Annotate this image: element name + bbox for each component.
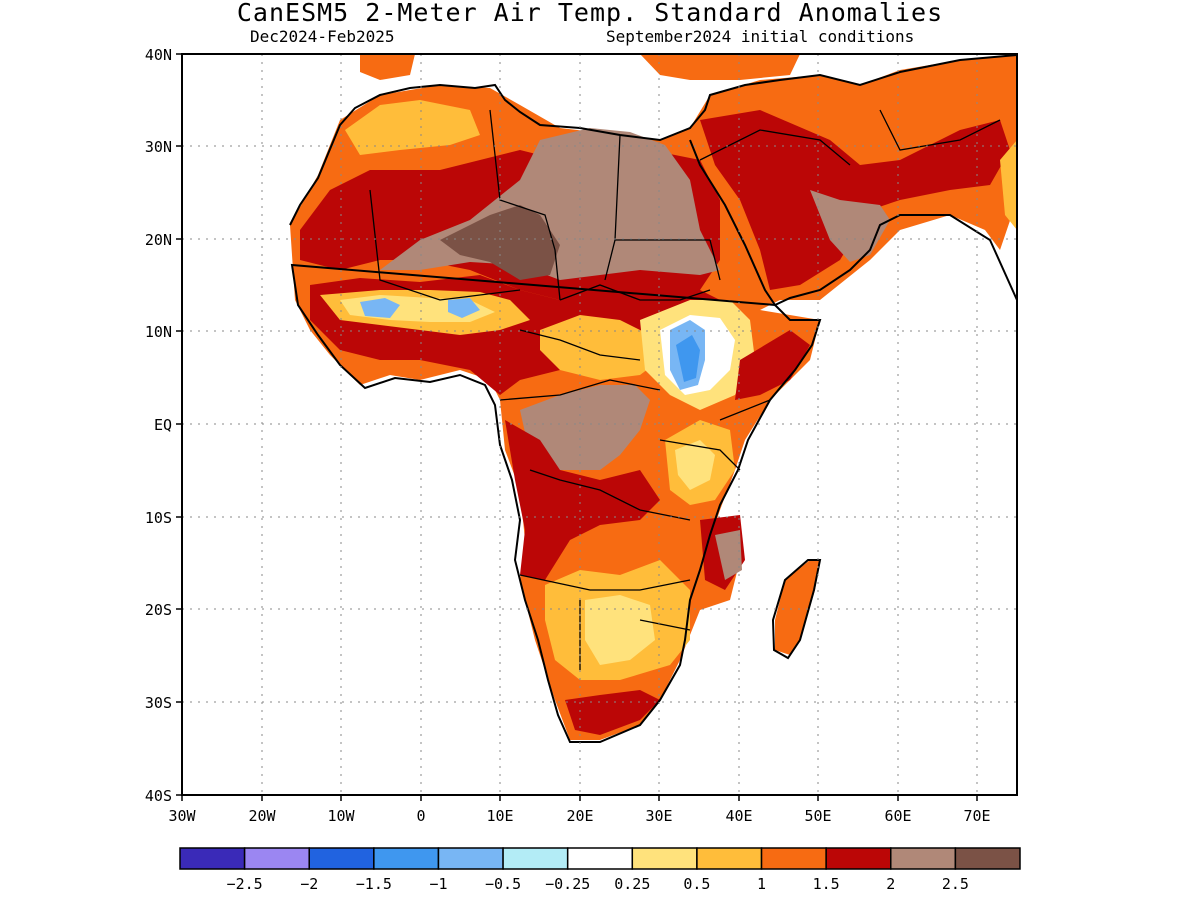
lat-lon-grid <box>182 54 1017 795</box>
madagascar-anomaly <box>775 560 820 655</box>
colorbar-swatch <box>566 847 634 870</box>
congo-anomaly-2p5 <box>520 385 650 470</box>
europe-anomaly <box>360 54 415 80</box>
colorbar-label: 2.5 <box>942 875 969 893</box>
mozambique-anomaly-2p5 <box>715 530 742 580</box>
lon-tick-label: 30W <box>168 807 196 825</box>
colorbar-swatch <box>308 847 375 870</box>
lat-tick-label: EQ <box>154 416 172 434</box>
morocco-anomaly-1 <box>345 100 480 155</box>
colorbar-label: 0.5 <box>683 875 710 893</box>
map-field <box>290 54 1017 740</box>
lon-tick-label: 60E <box>884 807 911 825</box>
southern-anomaly-0p5 <box>585 595 655 665</box>
sahara-anomaly-max <box>440 205 560 280</box>
colorbar-label: −1.5 <box>356 875 392 893</box>
lon-tick-label: 70E <box>963 807 990 825</box>
longitude-labels: 30W 20W 10W 0 10E 20E 30E 40E 50E 60E 70E <box>168 807 990 825</box>
colorbar-swatch <box>696 847 763 870</box>
lat-tick-label: 10N <box>145 323 172 341</box>
colorbar-label: 2 <box>886 875 895 893</box>
forecast-period: Dec2024-Feb2025 <box>250 27 395 46</box>
colorbar-label: −1 <box>429 875 447 893</box>
axis-ticks <box>176 53 978 801</box>
colorbar-label: 1 <box>757 875 766 893</box>
kenya-anomaly-0p5 <box>675 440 715 490</box>
turkey-anomaly <box>640 54 800 80</box>
lat-tick-label: 40N <box>145 46 172 64</box>
colorbar-swatch <box>373 847 440 870</box>
colorbar-swatch <box>890 847 957 870</box>
arabia-anomaly-2p5 <box>810 190 890 262</box>
lon-tick-label: 20E <box>566 807 593 825</box>
colorbar-swatch <box>954 847 1021 870</box>
lon-tick-label: 0 <box>416 807 425 825</box>
colorbar-label: 0.25 <box>614 875 650 893</box>
latitude-labels: 40N 30N 20N 10N EQ 10S 20S 30S 40S <box>145 46 172 805</box>
lon-tick-label: 40E <box>725 807 752 825</box>
mideast-anomaly-2 <box>700 110 1010 290</box>
lat-tick-label: 20S <box>145 601 172 619</box>
east-africa-cold-2 <box>676 335 700 382</box>
west-africa-cold <box>360 298 400 318</box>
nigeria-cold <box>448 298 480 318</box>
colorbar-swatch <box>631 847 698 870</box>
initial-conditions: September2024 initial conditions <box>606 27 915 46</box>
colorbar-swatch <box>243 847 310 870</box>
horn-anomaly-2 <box>735 330 810 400</box>
colorbar-label: −0.5 <box>485 875 521 893</box>
lat-tick-label: 40S <box>145 787 172 805</box>
coastline <box>289 54 1017 743</box>
lon-tick-label: 10W <box>327 807 355 825</box>
colorbar-label: −2.5 <box>227 875 263 893</box>
lat-tick-label: 20N <box>145 231 172 249</box>
lat-tick-label: 10S <box>145 509 172 527</box>
colorbar-label: 1.5 <box>813 875 840 893</box>
country-borders <box>369 109 1001 670</box>
colorbar-swatch <box>502 847 569 870</box>
horn-tip-1 <box>1000 140 1017 230</box>
lat-tick-label: 30S <box>145 694 172 712</box>
colorbar-label: −2 <box>300 875 318 893</box>
colorbar-swatch <box>179 847 246 870</box>
colorbar-label: −0.25 <box>545 875 590 893</box>
angola-anomaly-2 <box>505 420 660 580</box>
lon-tick-label: 50E <box>804 807 831 825</box>
colorbar-swatch <box>760 847 827 870</box>
lon-tick-label: 20W <box>248 807 276 825</box>
south-coast-anomaly-2 <box>565 690 660 735</box>
colorbar-swatch <box>825 847 892 870</box>
lon-tick-label: 10E <box>486 807 513 825</box>
lat-tick-label: 30N <box>145 138 172 156</box>
chart-title: CanESM5 2-Meter Air Temp. Standard Anoma… <box>236 0 944 27</box>
lon-tick-label: 30E <box>645 807 672 825</box>
colorbar-swatch <box>437 847 504 870</box>
colorbar: −2.5 −2 −1.5 −1 −0.5 −0.25 0.25 0.5 1 1.5 2 2.5 <box>179 847 1021 893</box>
